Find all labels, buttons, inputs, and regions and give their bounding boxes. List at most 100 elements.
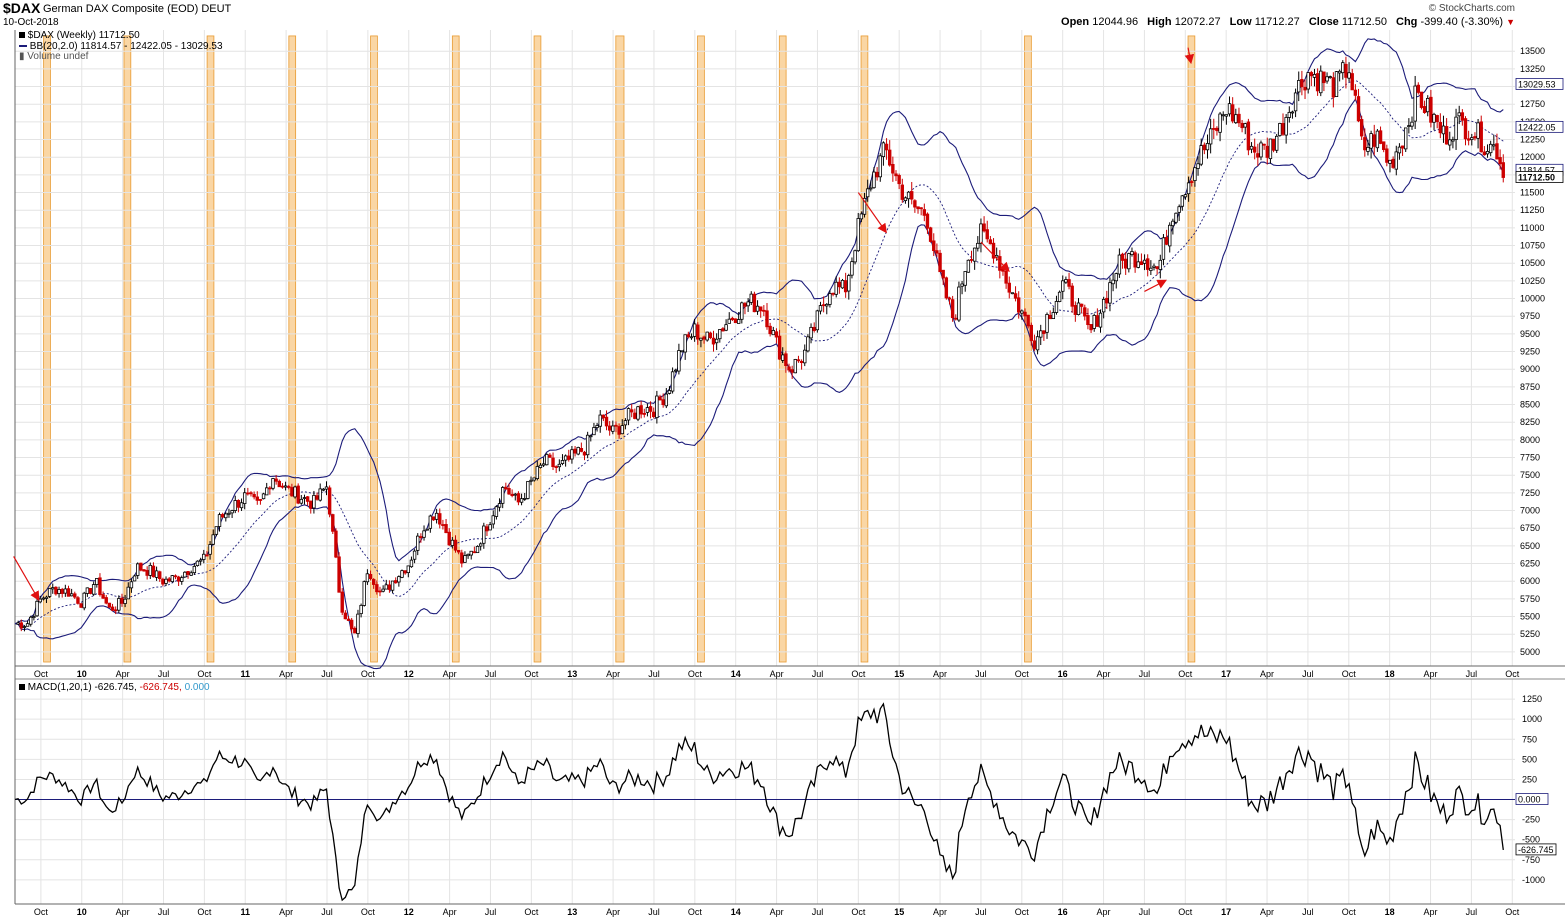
- macd-y-tick-label: 1000: [1522, 714, 1542, 724]
- candle-body: [1180, 195, 1185, 207]
- candle-body: [1202, 144, 1207, 151]
- candle-body: [450, 539, 455, 546]
- candle-body: [598, 414, 602, 427]
- candle-body: [1394, 151, 1398, 170]
- price-y-tick-label: 7750: [1520, 453, 1540, 463]
- candle-body: [768, 325, 772, 335]
- candle-body: [265, 487, 269, 496]
- candle-body: [422, 530, 426, 538]
- macd-x-tick-label: Oct: [1342, 907, 1357, 917]
- copyright-link[interactable]: © StockCharts.com: [1428, 3, 1515, 14]
- price-y-tick-label: 6750: [1520, 523, 1540, 533]
- candle-body: [261, 493, 266, 500]
- candle-body: [214, 526, 219, 535]
- price-y-tick-label: 10250: [1520, 276, 1545, 286]
- candle-body: [1073, 305, 1078, 315]
- candle-body: [309, 500, 313, 509]
- red-arrow-annotation: [857, 192, 887, 234]
- candle-body: [472, 551, 477, 554]
- macd-x-tick-label: Oct: [1015, 907, 1030, 917]
- candle-body: [652, 411, 656, 418]
- macd-x-tick-label: Apr: [443, 907, 457, 917]
- price-y-tick-label: 12250: [1520, 135, 1545, 145]
- price-x-tick-label: 10: [77, 669, 87, 679]
- macd-x-tick-label: Oct: [1505, 907, 1520, 917]
- candle-body: [1319, 70, 1323, 94]
- candle-body: [1312, 74, 1317, 78]
- seasonal-highlight-bar: [370, 35, 378, 663]
- candle-body: [661, 399, 665, 406]
- candle-body: [947, 297, 952, 300]
- candle-body: [1136, 261, 1140, 268]
- candle-body: [727, 318, 731, 324]
- candle-body: [1429, 96, 1433, 123]
- price-y-tick-label: 11500: [1520, 188, 1544, 198]
- candle-body: [438, 513, 442, 525]
- exchange-code: DEUT: [201, 3, 232, 15]
- candle-body: [976, 242, 980, 249]
- candle-body: [884, 143, 889, 151]
- candle-body: [1256, 153, 1260, 158]
- candle-body: [113, 609, 118, 612]
- candle-body: [1278, 123, 1282, 136]
- price-marker-box: [1515, 120, 1564, 133]
- macd-x-tick-label: Oct: [361, 907, 376, 917]
- candle-body: [878, 155, 882, 178]
- candle-body: [362, 581, 366, 606]
- candle-body: [1020, 310, 1024, 314]
- candle-body: [208, 544, 212, 555]
- candle-body: [1353, 89, 1358, 96]
- candle-body: [1268, 138, 1273, 160]
- candle-body: [431, 516, 436, 521]
- candle-body: [1438, 121, 1443, 134]
- candle-body: [847, 275, 851, 292]
- red-arrow-annotation: [1184, 47, 1195, 65]
- candle-body: [1212, 128, 1216, 130]
- price-marker-box: [1515, 78, 1564, 90]
- candle-body: [1271, 138, 1276, 151]
- seasonal-highlight-bar: [123, 35, 132, 663]
- candle-body: [466, 553, 470, 557]
- candle-body: [1498, 157, 1502, 165]
- candle-body: [1488, 143, 1493, 154]
- candle-body: [1149, 267, 1153, 271]
- candle-body: [589, 435, 593, 438]
- candle-body: [897, 175, 901, 185]
- price-y-tick-label: 6000: [1520, 576, 1540, 586]
- candle-body: [655, 395, 659, 418]
- macd-legend-v2: -626.745,: [139, 682, 182, 693]
- price-x-tick-label: Apr: [1260, 669, 1274, 679]
- candle-body: [843, 280, 848, 293]
- price-y-tick-label: 5500: [1520, 612, 1540, 622]
- macd-legend-v1: -626.745,: [94, 682, 137, 693]
- price-y-tick-label: 8750: [1520, 382, 1540, 392]
- candle-body: [123, 598, 127, 604]
- candle-body: [557, 463, 562, 468]
- candle-body: [1117, 254, 1122, 275]
- candle-body: [963, 271, 967, 286]
- candle-body: [554, 466, 558, 468]
- candle-body: [305, 496, 310, 502]
- candle-body: [658, 396, 662, 401]
- candle-body: [985, 229, 989, 240]
- candle-body: [636, 406, 640, 420]
- macd-x-tick-label: 10: [77, 907, 87, 917]
- candle-body: [82, 592, 86, 609]
- candle-body: [626, 408, 631, 421]
- price-marker-label: 11814.57: [1518, 165, 1555, 175]
- candle-body: [1208, 128, 1213, 145]
- candle-body: [38, 598, 42, 603]
- candle-body: [460, 552, 464, 564]
- candle-body: [1473, 136, 1477, 139]
- price-x-tick-label: Apr: [1097, 669, 1111, 679]
- candle-body: [891, 164, 895, 174]
- candle-body: [1221, 114, 1225, 117]
- candle-body: [406, 565, 411, 574]
- candle-body: [903, 197, 908, 201]
- candle-body: [176, 576, 181, 582]
- candle-body: [469, 550, 473, 556]
- candle-body: [1023, 311, 1027, 317]
- candle-body: [875, 171, 879, 178]
- candle-body: [972, 247, 977, 262]
